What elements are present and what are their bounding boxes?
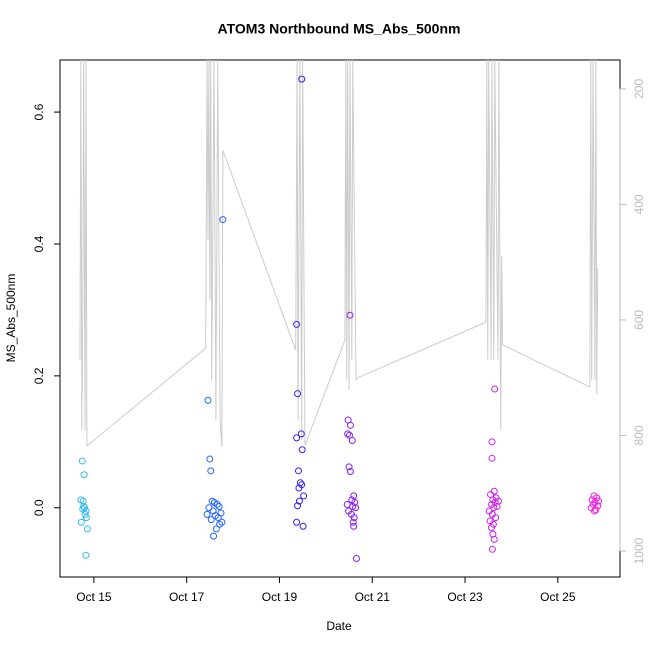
y-tick-label: 0.4	[32, 235, 46, 252]
x-axis-label: Date	[326, 619, 352, 633]
point	[490, 535, 498, 543]
point	[590, 507, 598, 515]
point	[491, 385, 499, 393]
y2-tick-label: 600	[632, 310, 646, 330]
point	[203, 510, 211, 518]
point	[294, 502, 302, 510]
point	[293, 320, 301, 328]
plot-box	[59, 59, 621, 578]
point	[350, 522, 358, 530]
point	[214, 514, 222, 522]
point	[351, 498, 359, 506]
point	[488, 454, 496, 462]
point	[488, 545, 496, 553]
point	[207, 516, 215, 524]
point	[83, 525, 91, 533]
point	[82, 551, 90, 559]
point	[295, 497, 303, 505]
point	[298, 446, 306, 454]
point	[594, 502, 602, 510]
point	[293, 518, 301, 526]
point	[213, 500, 221, 508]
point	[77, 518, 85, 526]
line-layer	[79, 60, 599, 448]
x-tick-label: Oct 21	[355, 590, 391, 604]
point	[82, 507, 90, 515]
point	[352, 555, 360, 563]
point	[346, 421, 354, 429]
point	[299, 522, 307, 530]
x-tick-label: Oct 19	[262, 590, 298, 604]
y2-tick-label: 400	[632, 194, 646, 214]
point	[206, 455, 214, 463]
point	[346, 311, 354, 319]
chart-title: ATOM3 Northbound MS_Abs_500nm	[218, 21, 461, 37]
point	[298, 75, 306, 83]
point	[346, 467, 354, 475]
point	[492, 514, 500, 522]
point	[210, 532, 218, 540]
point	[348, 436, 356, 444]
point	[294, 467, 302, 475]
point	[80, 471, 88, 479]
point	[215, 502, 223, 510]
y-axis-label: MS_Abs_500nm	[4, 274, 18, 363]
point	[349, 518, 357, 526]
point	[350, 514, 358, 522]
point	[78, 457, 86, 465]
y-tick-label: 0.6	[32, 103, 46, 120]
point	[81, 510, 89, 518]
x-tick-label: Oct 17	[169, 590, 205, 604]
point	[595, 497, 603, 505]
point	[350, 492, 358, 500]
point	[79, 497, 87, 505]
point	[493, 502, 501, 510]
point	[487, 524, 495, 532]
x-tick-label: Oct 25	[540, 590, 576, 604]
y-tick-label: 0.0	[32, 499, 46, 516]
point	[81, 504, 89, 512]
point	[82, 514, 90, 522]
point	[218, 518, 226, 526]
point	[345, 463, 353, 471]
point	[490, 504, 498, 512]
point	[490, 487, 498, 495]
point	[219, 216, 227, 224]
y2-tick-label: 1000	[632, 537, 646, 564]
point	[204, 396, 212, 404]
y2-tick-label: 200	[632, 79, 646, 99]
line	[79, 60, 599, 448]
point	[352, 504, 360, 512]
point	[216, 520, 224, 528]
point	[344, 430, 352, 438]
y2-tick-label: 800	[632, 425, 646, 445]
point	[297, 430, 305, 438]
point	[592, 506, 600, 514]
y-tick-label: 0.2	[32, 367, 46, 384]
x-tick-label: Oct 23	[447, 590, 483, 604]
point	[293, 434, 301, 442]
point	[212, 525, 220, 533]
point	[346, 431, 354, 439]
x-tick-label: Oct 15	[76, 590, 112, 604]
point	[294, 390, 302, 398]
point	[207, 467, 215, 475]
point	[205, 504, 213, 512]
point	[295, 484, 303, 492]
point	[488, 438, 496, 446]
point	[300, 492, 308, 500]
